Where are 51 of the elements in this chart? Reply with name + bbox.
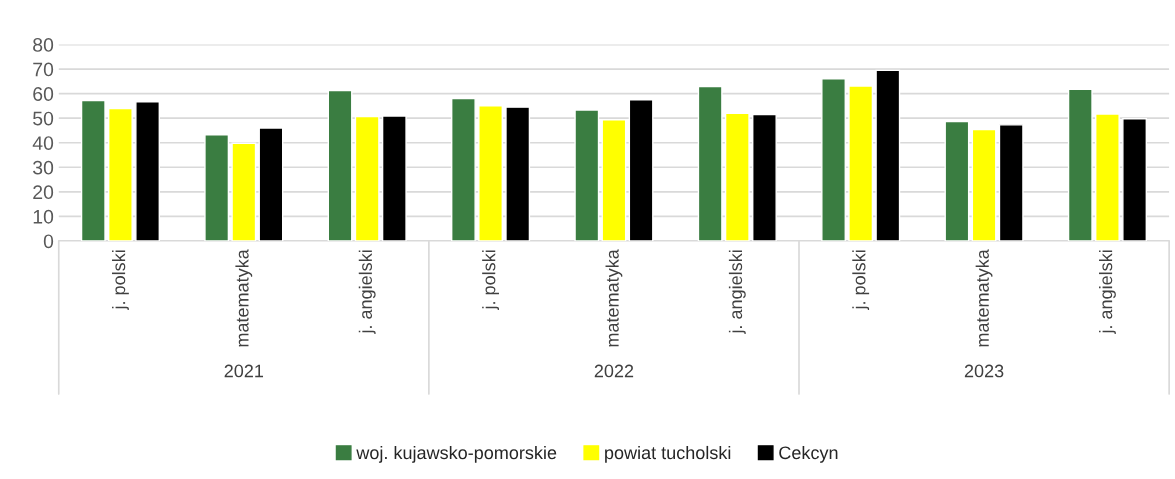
- bar: [478, 105, 503, 241]
- y-tick-label: 60: [33, 87, 54, 101]
- y-tick-label: 70: [33, 62, 54, 77]
- text: 2021: [224, 364, 264, 378]
- y-tick-label: 10: [33, 209, 54, 224]
- text: 2023: [964, 364, 1004, 378]
- x-tick-label: j. angielski: [728, 250, 746, 335]
- bar: [628, 99, 654, 241]
- x-tick-label: matematyka: [235, 249, 253, 347]
- x-tick-label: j. polski: [112, 250, 129, 310]
- y-tick-label: 30: [33, 160, 54, 175]
- bar: [381, 115, 407, 241]
- legend-label: woj. kujawsko-pomorskie: [356, 445, 557, 463]
- y-tick-label: 0: [43, 234, 54, 249]
- bar: [875, 69, 901, 241]
- bar: [80, 99, 106, 241]
- x-tick-label: j. angielski: [1099, 250, 1116, 335]
- bar: [327, 89, 353, 241]
- bar: [451, 97, 476, 241]
- y-tick-label: 40: [32, 136, 54, 150]
- legend-label: powiat tucholski: [605, 445, 731, 463]
- x-tick-label: matematyka: [605, 249, 623, 347]
- y-tick-label: 50: [33, 111, 54, 126]
- text: 2022: [594, 364, 634, 378]
- bar: [1095, 113, 1120, 241]
- x-tick-label: j. angielski: [358, 250, 376, 335]
- bar: [971, 128, 997, 241]
- bar: [848, 85, 874, 241]
- bar: [204, 134, 230, 241]
- bar: [1122, 117, 1147, 241]
- bar: [944, 120, 970, 241]
- bar: [752, 113, 777, 241]
- bar: [1067, 88, 1093, 241]
- bar: [231, 142, 257, 241]
- y-tick-label: 20: [33, 185, 54, 200]
- bar: [108, 107, 133, 241]
- bar: [821, 78, 846, 241]
- bar: [601, 119, 627, 241]
- bar: [998, 124, 1024, 241]
- legend-label: Cekcyn: [779, 445, 838, 463]
- bar: [505, 106, 531, 241]
- y-tick-label: 80: [33, 38, 54, 52]
- bar: [574, 109, 600, 241]
- bar: [354, 115, 380, 241]
- bar: [724, 112, 750, 241]
- bar: [258, 127, 284, 241]
- bar: [697, 85, 723, 241]
- bar: [135, 101, 160, 241]
- x-tick-label: j. polski: [482, 250, 499, 310]
- x-tick-label: matematyka: [975, 249, 993, 347]
- x-tick-label: j. polski: [852, 250, 870, 310]
